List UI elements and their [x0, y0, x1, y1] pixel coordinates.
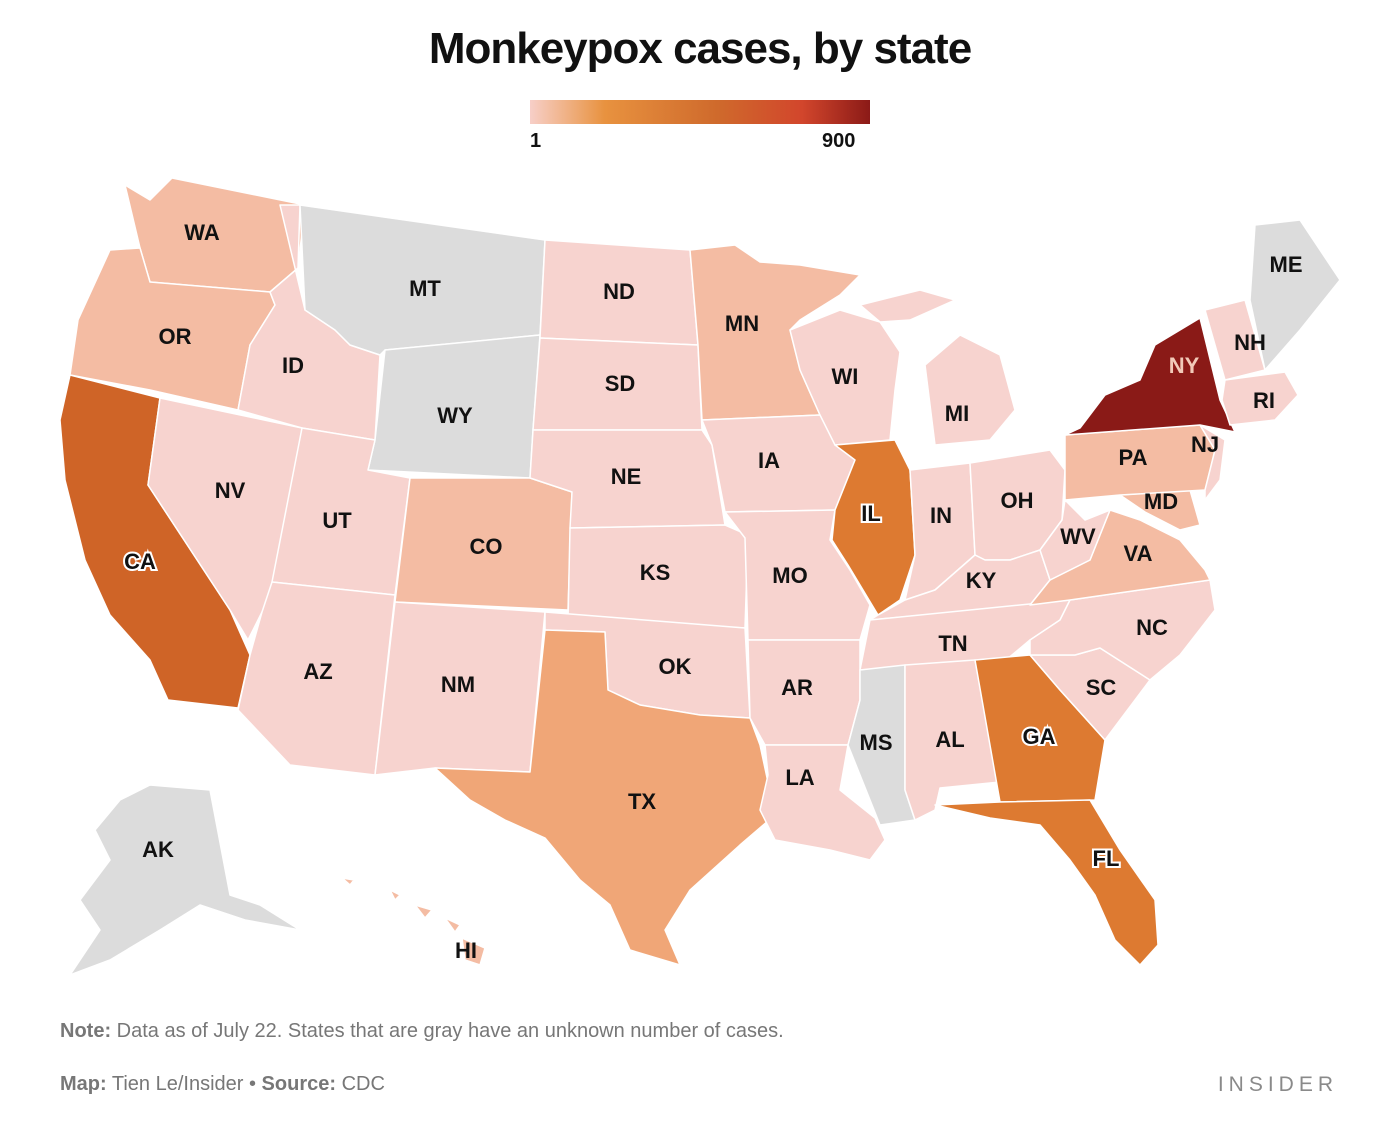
state-label-ky: KY	[966, 568, 997, 593]
state-label-fl: FL	[1093, 846, 1120, 871]
state-label-md: MD	[1144, 489, 1178, 514]
state-label-nv: NV	[215, 478, 246, 503]
map-credit-label: Map:	[60, 1073, 107, 1095]
state-label-me: ME	[1270, 252, 1303, 277]
state-label-ok: OK	[659, 654, 692, 679]
source-text: CDC	[336, 1073, 385, 1095]
state-ri	[1221, 371, 1299, 426]
state-label-co: CO	[470, 534, 503, 559]
state-label-pa: PA	[1119, 445, 1148, 470]
state-il	[831, 439, 916, 616]
state-wv	[1039, 499, 1111, 581]
state-label-nj: NJ	[1191, 432, 1219, 457]
state-label-id: ID	[282, 353, 304, 378]
state-label-tn: TN	[938, 631, 967, 656]
state-label-ga: GA	[1023, 724, 1056, 749]
state-label-tx: TX	[628, 789, 656, 814]
state-label-oh: OH	[1001, 488, 1034, 513]
state-label-mi: MI	[945, 401, 969, 426]
state-label-nh: NH	[1234, 330, 1266, 355]
state-wi	[789, 309, 901, 446]
state-ak	[69, 784, 301, 976]
legend-min-label: 1	[530, 130, 542, 152]
state-label-ut: UT	[322, 508, 352, 533]
state-mi	[859, 289, 1016, 446]
state-label-or: OR	[159, 324, 192, 349]
state-label-wa: WA	[184, 220, 220, 245]
state-label-mo: MO	[772, 563, 807, 588]
state-label-mt: MT	[409, 276, 441, 301]
state-label-nd: ND	[603, 279, 635, 304]
state-label-va: VA	[1124, 541, 1153, 566]
state-hi	[341, 877, 486, 966]
state-la	[759, 744, 886, 861]
state-label-il: IL	[861, 501, 881, 526]
state-fl	[934, 799, 1159, 966]
state-me	[1249, 219, 1341, 371]
state-label-la: LA	[785, 765, 814, 790]
state-label-az: AZ	[303, 659, 332, 684]
state-nc	[1029, 579, 1216, 681]
state-label-in: IN	[930, 503, 952, 528]
state-label-sc: SC	[1086, 675, 1117, 700]
source-label: Source:	[261, 1073, 337, 1095]
state-nj	[1199, 424, 1226, 501]
state-labels-layer: WA OR CA ID NV MT WY UT AZ CO NM ND SD NE KS OK TX MN IA MO…	[122, 220, 1303, 963]
state-tx	[434, 629, 776, 966]
color-scale-legend	[530, 100, 870, 124]
state-label-ia: IA	[758, 448, 780, 473]
footer-credit: Map: Tien Le/Insider • Source: CDC	[60, 1073, 385, 1096]
states-layer	[59, 177, 1341, 976]
state-label-ne: NE	[611, 464, 642, 489]
note-text: Data as of July 22. States that are gray…	[111, 1020, 784, 1042]
map-credit-text: Tien Le/Insider	[106, 1073, 244, 1095]
insider-logo: INSIDER	[1217, 1073, 1338, 1096]
state-label-ny: NY	[1169, 353, 1200, 378]
credit-bullet: •	[243, 1073, 262, 1095]
state-label-sd: SD	[605, 371, 636, 396]
state-label-mn: MN	[725, 311, 759, 336]
state-label-nc: NC	[1136, 615, 1168, 640]
us-states-map: WA OR CA ID NV MT WY UT AZ CO NM ND SD NE KS OK TX MN IA MO…	[59, 177, 1341, 976]
state-label-al: AL	[935, 727, 964, 752]
state-label-ca: CA	[124, 549, 156, 574]
state-label-ar: AR	[781, 675, 813, 700]
state-label-ks: KS	[640, 560, 671, 585]
state-ny	[1064, 317, 1236, 436]
legend-max-label: 900	[822, 130, 856, 152]
state-label-nm: NM	[441, 672, 475, 697]
state-label-ms: MS	[860, 730, 893, 755]
state-label-hi: HI	[455, 938, 477, 963]
state-label-ri: RI	[1253, 388, 1275, 413]
state-label-ak: AK	[142, 837, 174, 862]
state-label-wy: WY	[437, 403, 473, 428]
legend-gradient	[530, 100, 870, 124]
state-label-wi: WI	[832, 364, 859, 389]
map-title: Monkeypox cases, by state	[428, 24, 972, 73]
state-label-wv: WV	[1060, 524, 1096, 549]
note-label: Note:	[60, 1020, 112, 1042]
footer-note: Note: Data as of July 22. States that ar…	[60, 1020, 784, 1043]
